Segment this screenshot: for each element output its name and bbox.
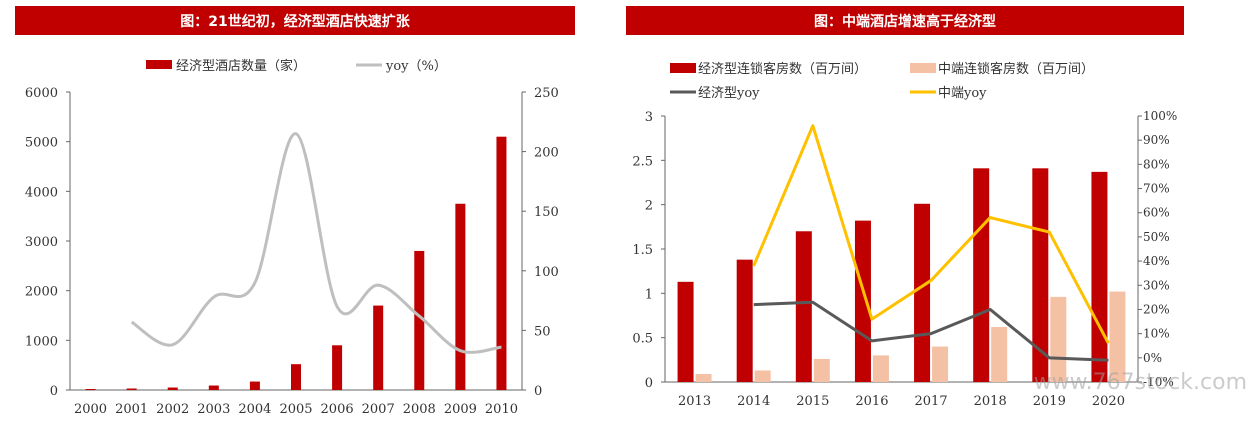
y-right-tick-label: 250 [534,86,559,101]
x-tick-label: 2004 [238,402,271,417]
y-left-tick-label: 0 [50,384,58,399]
legend-label-line: yoy（%） [385,59,447,74]
x-tick-label: 2005 [279,402,312,417]
bar-hotel-count [373,305,384,390]
x-tick-label: 2019 [1033,394,1066,409]
bar-economy-rooms [677,281,694,382]
y-right-tick-label: 100% [1143,109,1177,123]
legend-swatch-bar [146,60,172,69]
bar-hotel-count [455,203,466,390]
x-tick-label: 2003 [197,402,230,417]
bar-economy-rooms [1032,168,1049,382]
legend-label-midscale-rooms: 中端连锁客房数（百万间） [938,61,1094,77]
y-right-tick-label: 50 [534,324,551,339]
bar-economy-rooms [795,231,812,382]
y-left-tick-label: 3 [645,110,653,125]
chart-right-svg: 经济型连锁客房数（百万间） 中端连锁客房数（百万间） 经济型yoy 中端yoy 0 0.5… [632,61,1177,409]
y-left-tick-label: 2000 [25,285,58,300]
bar-hotel-count [126,388,137,390]
y-left-tick-label: 2 [645,199,653,214]
x-tick-label: 2000 [74,402,107,417]
bar-midscale-rooms [813,358,830,382]
bar-hotel-count [291,364,301,390]
x-tick-label: 2007 [362,402,395,417]
y-left-tick-label: 6000 [25,86,58,101]
bar-midscale-rooms [1050,296,1067,382]
bar-economy-rooms [914,203,931,382]
y-right-tick-label: -10% [1143,375,1174,389]
x-tick-label: 2001 [115,402,148,417]
y-right-tick-label: 20% [1143,302,1170,316]
bar-hotel-count [167,387,178,390]
chart-panel-left: 图：21世纪初，经济型酒店快速扩张 经济型酒店数量（家） yoy（%） 0 1000 2… [0,0,600,425]
x-tick-label: 2020 [1092,394,1125,409]
legend-label-economy-yoy: 经济型yoy [698,86,760,101]
bar-hotel-count [332,345,343,390]
chart-title-right: 图：中端酒店增速高于经济型 [626,6,1184,35]
y-right-tick-label: 30% [1143,278,1170,292]
y-right-tick-label: 10% [1143,327,1170,341]
x-tick-label: 2016 [855,394,888,409]
x-tick-label: 2006 [321,402,354,417]
legend-label-economy-rooms: 经济型连锁客房数（百万间） [698,61,867,77]
legend-swatch-midscale-rooms [910,63,936,73]
x-tick-label: 2015 [796,394,829,409]
bar-economy-rooms [854,220,871,382]
bar-midscale-rooms [872,355,889,382]
line-midscale-yoy [752,124,1110,345]
legend-label-bar: 经济型酒店数量（家） [176,58,306,74]
y-left-tick-label: 1.5 [632,243,653,258]
bar-hotel-count [249,381,260,390]
bar-hotel-count [208,385,219,390]
chart-panel-right: 图：中端酒店增速高于经济型 经济型连锁客房数（百万间） 中端连锁客房数（百万间）经… [620,0,1249,425]
y-left-tick-label: 3000 [25,235,58,250]
bar-economy-rooms [736,259,753,382]
y-left-tick-label: 1 [645,287,653,302]
bar-hotel-count [414,250,425,390]
y-right-tick-label: 100 [534,265,559,280]
line-economy-yoy [753,300,1109,362]
watermark: www.767stock.com [1033,370,1247,395]
y-left-tick-label: 1000 [25,334,58,349]
x-tick-label: 2008 [403,402,436,417]
y-right-tick-label: 0 [534,384,542,399]
x-tick-label: 2002 [156,402,189,417]
x-tick-label: 2013 [678,394,711,409]
x-tick-label: 2018 [974,394,1007,409]
chart-title-left: 图：21世纪初，经济型酒店快速扩张 [15,6,575,35]
legend-swatch-economy-rooms [670,63,696,73]
bar-midscale-rooms [695,374,712,382]
y-right-tick-label: 50% [1143,230,1170,244]
x-tick-label: 2017 [915,394,948,409]
y-left-tick-label: 5000 [25,136,58,151]
bar-economy-rooms [973,168,990,382]
y-left-tick-label: 2.5 [632,154,653,169]
chart-left-svg: 经济型酒店数量（家） yoy（%）010002000300040005000600… [25,58,559,417]
line-yoy [130,132,502,354]
legend-label-midscale-yoy: 中端yoy [938,86,987,101]
y-right-tick-label: 40% [1143,254,1170,268]
bar-midscale-rooms [932,346,949,382]
y-right-tick-label: 80% [1143,157,1170,171]
bar-economy-rooms [1091,171,1108,382]
y-right-tick-label: 70% [1143,182,1170,196]
bar-hotel-count [85,389,96,390]
y-right-tick-label: 60% [1143,206,1170,220]
bar-midscale-rooms [754,370,771,382]
x-tick-label: 2009 [444,402,477,417]
x-tick-label: 2010 [485,402,518,417]
y-left-tick-label: 0 [645,376,653,391]
y-left-tick-label: 0.5 [632,332,653,347]
y-left-tick-label: 4000 [25,185,58,200]
y-right-tick-label: 200 [534,146,559,161]
bar-midscale-rooms [991,327,1008,382]
y-right-tick-label: 0% [1143,351,1162,365]
y-right-tick-label: 150 [534,205,559,220]
x-tick-label: 2014 [737,394,770,409]
bar-midscale-rooms [1109,291,1126,382]
y-right-tick-label: 90% [1143,133,1170,147]
bar-hotel-count [496,136,507,390]
